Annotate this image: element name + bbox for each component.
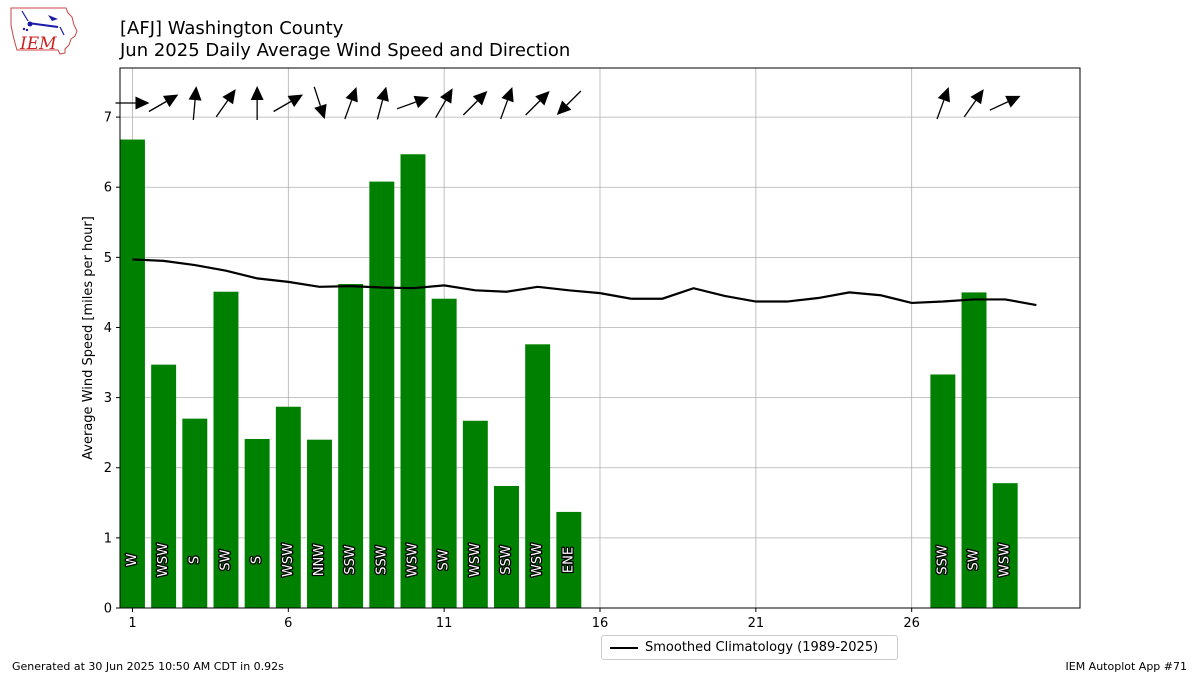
bar-day-5 (244, 438, 270, 608)
wind-arrow-day-9 (376, 86, 389, 120)
x-tick-label: 1 (128, 616, 136, 631)
bar-day-1 (120, 139, 145, 608)
direction-label-day-27: SSW (935, 545, 950, 575)
bar-day-6 (275, 406, 301, 608)
direction-label-day-14: WSW (530, 543, 545, 577)
wind-arrow-day-4 (215, 89, 236, 118)
direction-label-day-2: WSW (156, 543, 171, 577)
direction-label-day-5: S (250, 556, 265, 564)
y-tick-label: 2 (104, 461, 112, 476)
bar-day-28 (961, 292, 987, 608)
wind-arrow-day-1 (115, 96, 150, 110)
direction-label-day-11: SW (437, 549, 452, 570)
app-label: IEM Autoplot App #71 (1065, 660, 1188, 673)
y-axis-label: Average Wind Speed [miles per hour] (81, 216, 96, 460)
direction-label-day-10: WSW (405, 543, 420, 577)
bars (120, 139, 1018, 608)
x-tick-label: 11 (436, 616, 453, 631)
bar-day-4 (213, 291, 239, 608)
y-tick-label: 0 (104, 602, 112, 617)
y-tick-label: 6 (104, 181, 112, 196)
direction-label-day-8: SSW (343, 545, 358, 575)
wind-arrow-day-29 (989, 95, 1021, 111)
bar-day-2 (151, 364, 177, 608)
wind-arrow-day-27 (936, 87, 950, 120)
bar-day-14 (525, 344, 551, 608)
wind-arrow-day-3 (188, 86, 202, 120)
bar-day-13 (494, 485, 519, 608)
wind-arrow-day-10 (396, 95, 429, 110)
generated-timestamp: Generated at 30 Jun 2025 10:50 AM CDT in… (12, 660, 284, 673)
bar-day-27 (930, 374, 956, 608)
direction-label-day-1: W (125, 553, 140, 566)
bar-day-15 (556, 511, 582, 608)
y-tick-label: 4 (104, 321, 112, 336)
bar-day-7 (307, 439, 332, 608)
iowa-map-icon: IEM (10, 7, 78, 55)
wind-arrow-day-12 (462, 90, 488, 116)
bar-day-29 (992, 483, 1018, 608)
wind-arrow-day-7 (313, 86, 327, 120)
direction-label-day-9: SSW (374, 545, 389, 575)
x-tick-label: 21 (748, 616, 765, 631)
legend-line-swatch (610, 647, 638, 649)
chart-subtitle: Jun 2025 Daily Average Wind Speed and Di… (120, 40, 571, 61)
legend-label: Smoothed Climatology (1989-2025) (645, 640, 879, 655)
iem-logo: IEM (8, 5, 80, 61)
wind-arrow-day-13 (500, 87, 514, 120)
wind-arrow-day-11 (435, 88, 453, 119)
x-tick-label: 6 (284, 616, 292, 631)
logo-text: IEM (19, 34, 57, 54)
climatology-line (132, 258, 1037, 307)
bar-day-9 (369, 181, 395, 608)
bar-day-10 (400, 154, 426, 608)
wind-arrow-day-14 (525, 90, 550, 116)
direction-label-day-3: S (187, 556, 202, 564)
direction-label-day-12: WSW (468, 543, 483, 577)
chart-title: [AFJ] Washington County (120, 18, 344, 39)
direction-labels: W WSW S SW S WSW NNW SSW SSW WSW SW WSW SSW WSW ENE SSW… (124, 542, 1014, 579)
climatology-line-group (132, 258, 1037, 307)
wind-arrow-day-5 (250, 86, 264, 120)
wind-arrows (115, 86, 1021, 120)
wind-arrow-day-15 (556, 90, 582, 116)
wind-arrow-day-28 (963, 89, 984, 118)
x-tick-label: 26 (903, 616, 920, 631)
y-tick-label: 5 (104, 251, 112, 266)
y-tick-label: 7 (104, 111, 112, 126)
direction-label-day-29: WSW (998, 543, 1013, 577)
wind-arrow-day-2 (148, 94, 179, 113)
direction-label-day-28: SW (967, 549, 982, 570)
grid-lines (120, 68, 1080, 609)
legend: Smoothed Climatology (1989-2025) (601, 635, 898, 660)
direction-label-day-7: NNW (312, 544, 327, 576)
bar-day-3 (182, 418, 208, 608)
wind-arrow-day-8 (344, 87, 358, 120)
bar-day-11 (431, 298, 457, 608)
bar-day-12 (462, 420, 488, 608)
x-tick-label: 16 (592, 616, 609, 631)
direction-label-day-4: SW (218, 549, 233, 570)
direction-label-day-13: SSW (499, 545, 514, 575)
y-tick-label: 3 (104, 391, 112, 406)
y-tick-label: 1 (104, 531, 112, 546)
direction-label-day-6: WSW (281, 543, 296, 577)
direction-label-day-15: ENE (561, 547, 576, 573)
bar-day-8 (338, 284, 364, 608)
wind-arrow-day-6 (273, 94, 304, 113)
